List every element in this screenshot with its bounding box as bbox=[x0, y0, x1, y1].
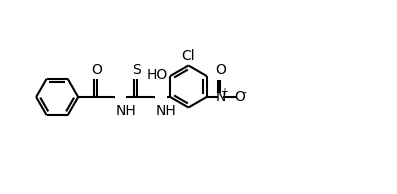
Text: O: O bbox=[215, 63, 226, 77]
Text: +: + bbox=[220, 87, 228, 97]
Text: NH: NH bbox=[116, 104, 136, 118]
Text: O: O bbox=[234, 90, 245, 104]
Text: -: - bbox=[242, 87, 246, 97]
Text: S: S bbox=[133, 63, 141, 77]
Text: HO: HO bbox=[147, 68, 168, 81]
Text: O: O bbox=[92, 63, 102, 77]
Text: Cl: Cl bbox=[181, 48, 195, 63]
Text: N: N bbox=[215, 90, 225, 104]
Text: NH: NH bbox=[155, 104, 176, 118]
